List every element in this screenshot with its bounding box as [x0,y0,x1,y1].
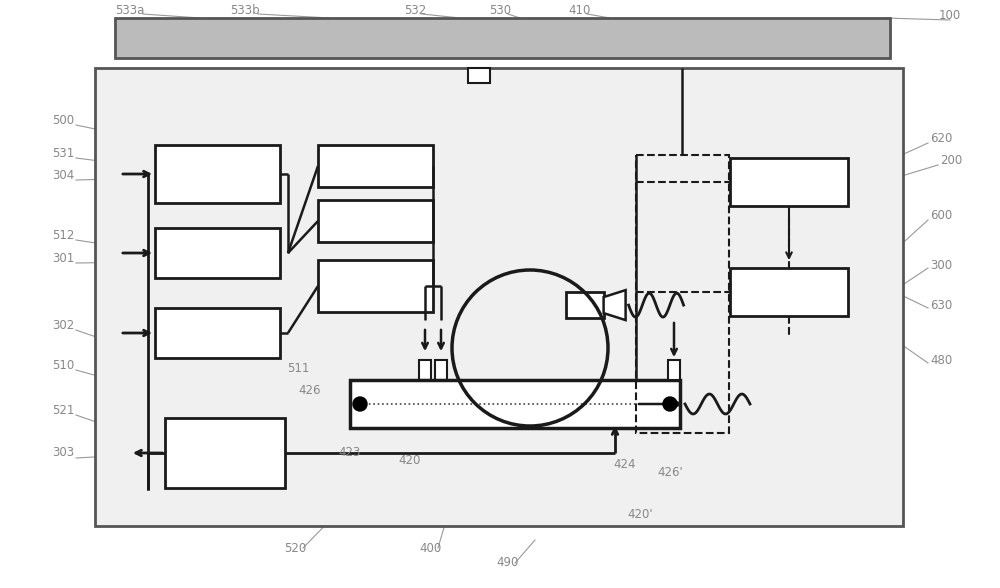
Text: 400: 400 [419,542,441,554]
Bar [419,360,431,380]
Text: 600: 600 [930,209,952,222]
Text: 300: 300 [930,259,952,272]
Text: 530: 530 [489,4,511,16]
Bar [318,200,433,242]
Text: 520: 520 [284,542,306,554]
Text: 302: 302 [52,319,74,332]
Text: 420: 420 [399,453,421,466]
Text: 510: 510 [52,359,74,372]
Bar [318,145,433,187]
Text: 532: 532 [404,4,426,16]
Text: 200: 200 [940,153,962,166]
Text: 423: 423 [339,446,361,459]
Text: 480: 480 [930,353,952,366]
Bar [566,292,604,318]
Text: 424: 424 [614,459,636,472]
Text: 426': 426' [657,466,683,479]
Bar [435,360,447,380]
Bar [155,145,280,203]
Text: 420': 420' [627,509,653,522]
Text: 301: 301 [52,252,74,265]
Text: 410: 410 [569,4,591,16]
Text: 630: 630 [930,299,952,312]
Bar [468,68,490,83]
Circle shape [353,397,367,411]
Text: 512: 512 [52,229,74,242]
Bar [95,68,903,526]
Bar [636,155,729,433]
Polygon shape [604,290,626,320]
Text: 100: 100 [939,8,961,22]
Circle shape [663,397,677,411]
Text: 531: 531 [52,146,74,159]
Bar [165,418,285,488]
Text: 490: 490 [497,556,519,569]
Bar [350,380,680,428]
Bar [668,360,680,380]
Text: 533b: 533b [230,4,260,16]
Bar [730,158,848,206]
Text: 426: 426 [299,383,321,396]
Bar [730,268,848,316]
Text: 304: 304 [52,169,74,182]
Text: 533a: 533a [115,4,145,16]
Text: 620: 620 [930,132,952,145]
Text: 500: 500 [52,113,74,126]
Bar [155,308,280,358]
Text: 303: 303 [52,446,74,459]
Bar [115,18,890,58]
Text: 521: 521 [52,403,74,416]
Bar [318,260,433,312]
Bar [155,228,280,278]
Text: 511: 511 [287,362,309,375]
